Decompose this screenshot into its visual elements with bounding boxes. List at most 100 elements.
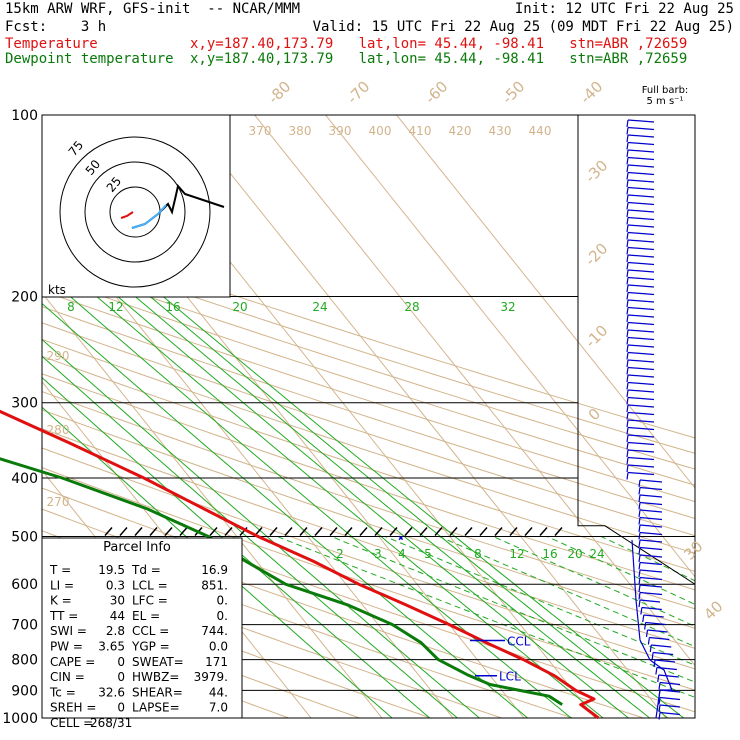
parcel-key: CCL = xyxy=(132,624,169,638)
wind-barb-shaft xyxy=(627,164,655,168)
pressure-tick-label: 600 xyxy=(11,577,38,593)
wind-barb-flag xyxy=(626,202,629,210)
isotherm-line xyxy=(42,292,383,718)
wind-barb-flag xyxy=(626,449,629,458)
isotherm-label: -60 xyxy=(421,77,451,107)
wind-barb-shaft xyxy=(639,591,663,596)
wind-barb-shaft xyxy=(627,209,655,213)
hatch-mark xyxy=(539,526,548,536)
isotherm-label: 40 xyxy=(700,597,726,623)
wind-barb-flag xyxy=(645,629,649,638)
wind-barb-flag xyxy=(651,652,654,660)
wind-barb-shaft xyxy=(639,539,663,543)
hatch-mark xyxy=(434,526,443,536)
wind-barb-flag xyxy=(626,404,629,413)
dewpoint-profile-line xyxy=(0,457,564,706)
wind-barb-flag xyxy=(657,674,660,683)
isotherm-label: 30 xyxy=(680,537,706,563)
parcel-key: SWEAT= xyxy=(132,655,184,669)
wind-barb-shaft xyxy=(639,554,663,558)
wind-barb-flag xyxy=(626,149,629,158)
wind-barb-shaft xyxy=(653,651,674,656)
hatch-mark xyxy=(419,526,428,536)
parcel-key: YGP = xyxy=(131,640,170,654)
wind-barb-shaft xyxy=(639,524,663,528)
parcel-value: 0.0 xyxy=(209,640,228,654)
wind-barb-flag xyxy=(626,127,629,135)
wind-barb-flag xyxy=(626,434,629,443)
wind-barb-flag xyxy=(626,194,629,203)
wind-barb-flag xyxy=(638,592,641,600)
wind-barb-flag xyxy=(638,502,641,510)
pressure-tick-label: 100 xyxy=(11,108,38,124)
wind-barb-shaft xyxy=(627,186,655,191)
wind-barb-flag xyxy=(626,367,629,375)
hatch-mark xyxy=(359,526,368,536)
wind-barb-flag xyxy=(626,172,629,180)
isotherm-label: -10 xyxy=(581,321,611,351)
wind-barb-flag xyxy=(638,547,641,555)
wind-barb-shaft xyxy=(639,569,663,573)
wind-barb-flag xyxy=(626,254,629,263)
wind-barb-shaft xyxy=(639,509,663,513)
wind-barb-shaft xyxy=(627,194,655,198)
wind-barb-flag xyxy=(638,487,641,495)
wind-barb-flag xyxy=(626,337,629,345)
forecast-hour: Fcst: 3 h xyxy=(5,19,107,35)
wind-barb-flag xyxy=(655,667,658,675)
barb-note-units: 5 m s⁻¹ xyxy=(647,96,684,107)
parcel-info-title: Parcel Info xyxy=(103,540,171,555)
wind-barb-flag xyxy=(626,457,629,465)
parcel-value: 268/31 xyxy=(90,716,132,730)
wind-barb-shaft xyxy=(627,396,655,401)
hatch-mark xyxy=(179,526,188,536)
wind-barb-flag xyxy=(626,187,629,195)
hatch-mark xyxy=(149,526,158,536)
wind-barb-shaft xyxy=(659,696,681,701)
parcel-value: 32.6 xyxy=(98,685,125,699)
hatch-mark xyxy=(554,526,563,536)
parcel-value: 16.9 xyxy=(201,563,228,577)
theta-label: 380 xyxy=(289,124,312,138)
wind-barb-flag xyxy=(626,119,629,128)
wind-barb-shaft xyxy=(627,156,655,161)
parcel-key: EL = xyxy=(132,609,160,623)
wind-barb-shaft xyxy=(627,366,655,371)
storm-motion-marker xyxy=(120,211,134,219)
wind-barb-shaft xyxy=(627,269,655,273)
parcel-value: 0. xyxy=(217,609,228,623)
wind-barb-shaft xyxy=(627,216,655,221)
hatch-mark xyxy=(329,526,338,536)
wind-barb-flag xyxy=(638,524,641,533)
wind-barb-flag xyxy=(658,712,661,720)
wind-barb-shaft xyxy=(627,321,655,326)
wind-barb-shaft xyxy=(627,389,655,393)
pressure-tick-label: 200 xyxy=(11,290,38,306)
wind-barb-shaft xyxy=(627,134,655,138)
wind-barb-flag xyxy=(626,277,629,285)
hatch-mark xyxy=(224,526,233,536)
wind-barb-shaft xyxy=(627,456,655,461)
wind-barb-flag xyxy=(626,322,629,330)
moist-adiabat-line xyxy=(546,536,695,605)
wind-barb-flag xyxy=(626,239,629,248)
wind-barb-flag xyxy=(638,554,641,563)
hatch-mark xyxy=(134,526,143,536)
hatch-mark xyxy=(209,526,218,536)
parcel-value: 7.0 xyxy=(209,701,228,715)
wind-barb-flag xyxy=(626,412,629,420)
hatch-mark xyxy=(524,526,533,536)
wind-barb-shaft xyxy=(627,231,655,236)
mixing-ratio-label: 12 xyxy=(509,547,524,561)
parcel-value: 30 xyxy=(110,594,125,608)
parcel-key: PW = xyxy=(50,640,83,654)
theta-label: 430 xyxy=(489,124,512,138)
theta-label: 270 xyxy=(47,495,70,509)
hatch-mark xyxy=(269,526,278,536)
moist-adiabat-line xyxy=(439,536,695,648)
legend-temperature: Temperature xyxy=(5,36,98,52)
wind-barb-flag xyxy=(638,539,641,548)
hodograph-ring xyxy=(59,136,211,288)
wind-barb-shaft xyxy=(627,351,655,356)
mixing-ratio-label: 32 xyxy=(500,300,515,314)
